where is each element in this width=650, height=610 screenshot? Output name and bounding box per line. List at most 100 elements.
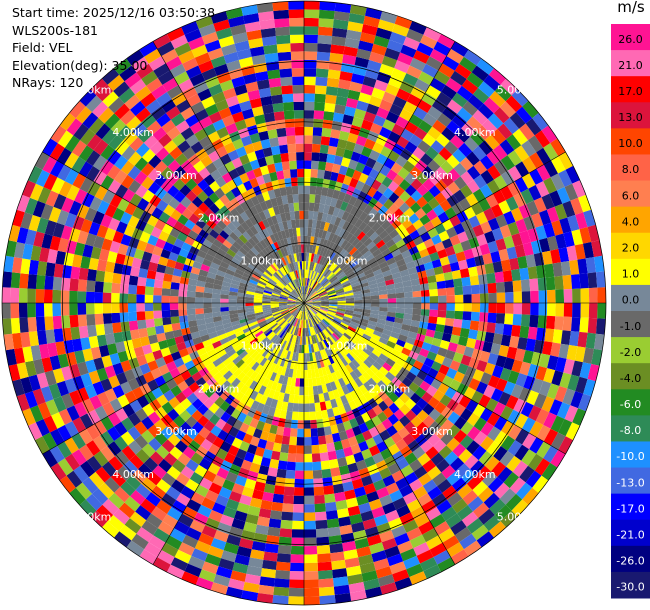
- radar-gate: [173, 403, 186, 416]
- radar-gate: [304, 296, 310, 303]
- radar-gate: [583, 209, 596, 227]
- radar-gate: [313, 316, 319, 325]
- radar-gate: [365, 272, 375, 279]
- radar-gate: [367, 534, 382, 547]
- radar-gate: [486, 272, 496, 284]
- radar-gate: [131, 337, 142, 349]
- radar-gate: [281, 340, 287, 349]
- radar-gate: [354, 299, 363, 303]
- radar-gate: [25, 229, 37, 246]
- radar-gate: [304, 26, 319, 35]
- radar-gate: [416, 242, 427, 252]
- radar-gate: [495, 378, 508, 392]
- radar-gate: [198, 23, 216, 37]
- radar-gate: [446, 154, 460, 169]
- radar-gate: [383, 396, 394, 408]
- radar-gate: [428, 408, 441, 421]
- radar-gate: [312, 281, 318, 289]
- radar-gate: [246, 290, 255, 296]
- radar-gate: [441, 357, 453, 368]
- radar-gate: [304, 101, 315, 111]
- radar-gate: [323, 392, 331, 402]
- radar-gate: [463, 49, 482, 66]
- radar-gate: [370, 291, 380, 296]
- radar-gate: [391, 248, 402, 258]
- radar-gate: [311, 453, 321, 463]
- radar-gate: [203, 123, 217, 136]
- radar-gate: [348, 323, 358, 330]
- radar-gate: [180, 159, 194, 173]
- radar-gate: [319, 292, 328, 297]
- radar-gate: [253, 223, 263, 233]
- radar-gate: [185, 415, 198, 428]
- radar-gate: [319, 195, 327, 205]
- radar-gate: [204, 317, 214, 324]
- radar-gate: [431, 258, 442, 269]
- radar-gate: [499, 139, 515, 156]
- radar-gate: [124, 496, 141, 512]
- radar-gate: [347, 573, 364, 585]
- radar-gate: [594, 333, 605, 351]
- radar-gate: [262, 294, 272, 298]
- colorbar-tick-label: -1.0: [620, 320, 641, 333]
- radar-gate: [203, 303, 212, 309]
- radar-gate: [449, 360, 461, 372]
- radar-gate: [243, 143, 255, 155]
- radar-gate: [304, 319, 307, 329]
- radar-gate: [138, 268, 149, 279]
- radar-gate: [256, 473, 268, 484]
- radar-gate: [583, 379, 596, 397]
- radar-gate: [77, 230, 89, 245]
- radar-gate: [335, 448, 346, 459]
- radar-gate: [558, 247, 570, 263]
- radar-gate: [247, 505, 261, 517]
- radar-gate: [295, 143, 304, 153]
- radar-gate: [140, 498, 157, 514]
- radar-gate: [150, 253, 161, 264]
- radar-gate: [160, 179, 174, 193]
- radar-gate: [285, 410, 293, 420]
- radar-gate: [202, 357, 213, 367]
- radar-gate: [51, 412, 65, 429]
- radar-gate: [286, 333, 292, 343]
- radar-gate: [178, 315, 188, 323]
- radar-gate: [353, 368, 363, 378]
- radar-gate: [258, 211, 267, 221]
- radar-gate: [430, 452, 445, 466]
- radar-gate: [151, 506, 167, 522]
- radar-gate: [407, 266, 418, 275]
- radar-gate: [265, 316, 275, 322]
- radar-gate: [380, 333, 391, 341]
- radar-gate: [346, 244, 355, 254]
- radar-gate: [270, 450, 281, 461]
- radar-gate: [283, 265, 289, 274]
- radar-gate: [253, 328, 262, 335]
- radar-gate: [233, 253, 243, 262]
- radar-gate: [420, 231, 432, 243]
- radar-gate: [343, 332, 352, 340]
- radar-gate: [260, 336, 269, 345]
- radar-gate: [137, 319, 147, 330]
- radar-gate: [269, 253, 277, 263]
- radar-gate: [322, 178, 331, 189]
- radar-gate: [372, 190, 383, 202]
- radar-gate: [345, 382, 355, 393]
- radar-gate: [532, 475, 549, 494]
- radar-gate: [362, 165, 373, 176]
- radar-gate: [319, 220, 326, 231]
- radar-gate: [381, 418, 393, 430]
- radar-gate: [461, 319, 471, 330]
- radar-gate: [274, 18, 290, 28]
- radar-gate: [163, 354, 174, 365]
- radar-gate: [365, 586, 383, 599]
- radar-gate: [205, 489, 219, 503]
- radar-gate: [362, 430, 373, 441]
- radar-gate: [263, 311, 273, 316]
- range-ring-label: 5.00km: [70, 511, 112, 524]
- colorbar-tick-label: 1.0: [622, 268, 640, 281]
- radar-gate: [295, 303, 304, 306]
- radar-gate: [245, 308, 255, 313]
- radar-gate: [401, 377, 413, 388]
- radar-gate: [288, 368, 294, 378]
- radar-gate: [178, 50, 195, 64]
